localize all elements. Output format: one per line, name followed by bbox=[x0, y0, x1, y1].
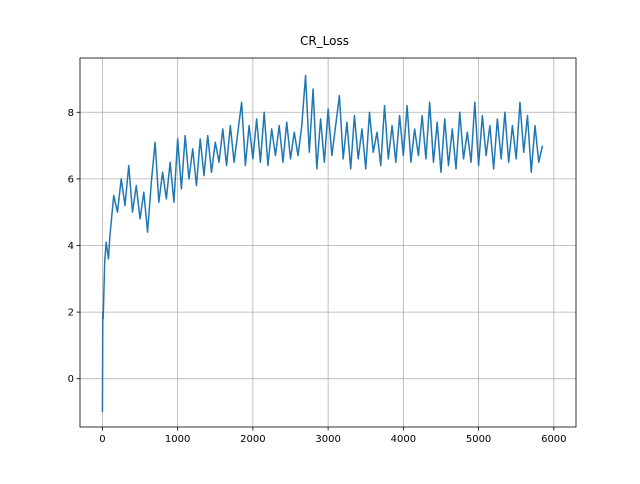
x-tick-label: 6000 bbox=[541, 434, 566, 445]
x-tick-label: 2000 bbox=[240, 434, 265, 445]
plot-frame bbox=[79, 57, 577, 428]
chart-title: CR_Loss bbox=[300, 34, 349, 48]
x-tick-label: 4000 bbox=[391, 434, 416, 445]
y-tick-label: 8 bbox=[68, 108, 74, 119]
x-tick-label: 5000 bbox=[466, 434, 491, 445]
y-tick-label: 6 bbox=[68, 174, 74, 185]
line-series bbox=[101, 74, 544, 413]
y-tick-label: 4 bbox=[68, 241, 74, 252]
x-tick-label: 3000 bbox=[315, 434, 340, 445]
y-tick-label: 0 bbox=[68, 374, 74, 385]
x-tick-label: 1000 bbox=[165, 434, 190, 445]
x-tick-label: 0 bbox=[99, 434, 105, 445]
y-tick-label: 2 bbox=[68, 308, 74, 319]
